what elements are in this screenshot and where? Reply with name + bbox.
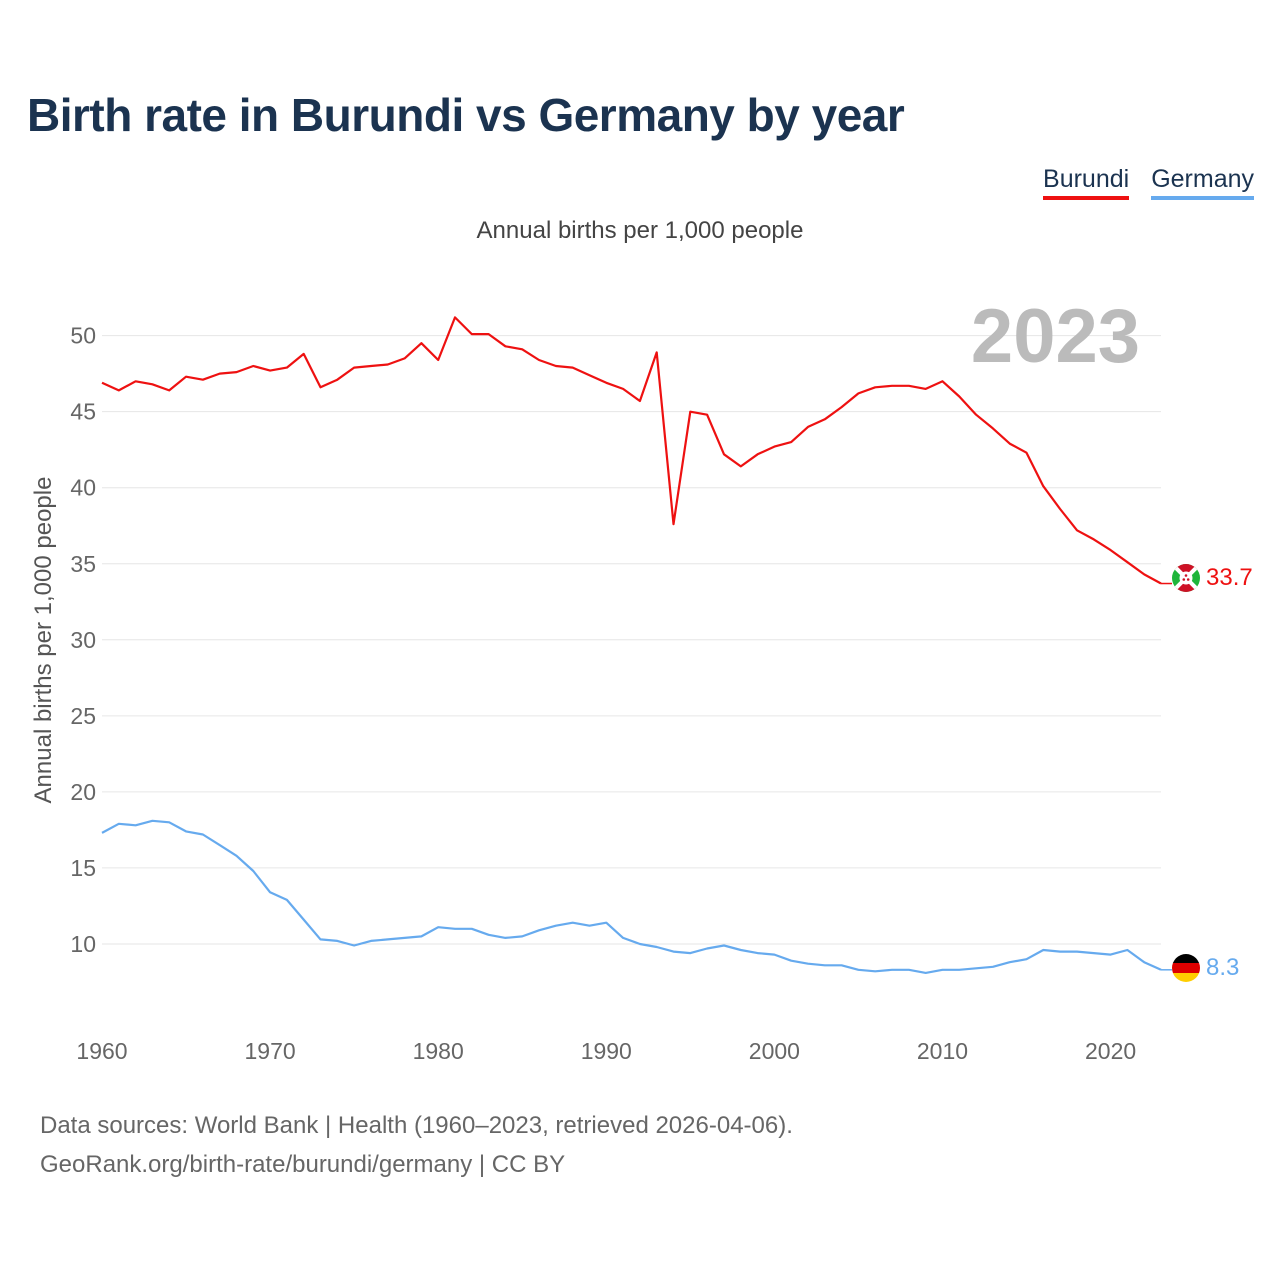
x-axis-ticks: 1960 1970 1980 1990 2000 2010 2020	[76, 1038, 1136, 1064]
x-tick-label-1960: 1960	[76, 1038, 127, 1064]
year-label: 2023	[971, 294, 1140, 379]
source-line-1: Data sources: World Bank | Health (1960–…	[40, 1112, 793, 1139]
burundi-flag-icon	[1172, 564, 1200, 592]
source-note: Data sources: World Bank | Health (1960–…	[40, 1106, 793, 1184]
y-tick-label-20: 20	[70, 779, 96, 805]
series-line-burundi	[101, 316, 1162, 585]
source-line-2: GeoRank.org/birth-rate/burundi/germany |…	[40, 1151, 566, 1178]
gridlines	[102, 335, 1161, 945]
series-line-germany	[101, 819, 1162, 975]
x-tick-label-2010: 2010	[917, 1038, 968, 1064]
line-chart: 10 15 20 25 30 35 40 45 50 1960 1970 1980 1990 2000 2…	[30, 294, 1253, 1064]
germany-flag-icon	[1172, 954, 1200, 982]
x-tick-label-2020: 2020	[1085, 1038, 1136, 1064]
y-axis-ticks: 10 15 20 25 30 35 40 45 50	[70, 323, 96, 957]
chart-subtitle: Annual births per 1,000 people	[476, 217, 804, 244]
y-tick-label-15: 15	[70, 855, 96, 881]
germany-end-value: 8.3	[1206, 954, 1239, 981]
y-tick-label-35: 35	[70, 551, 96, 577]
x-tick-label-1970: 1970	[245, 1038, 296, 1064]
legend-item-germany[interactable]: Germany	[1151, 165, 1254, 200]
legend-item-burundi[interactable]: Burundi	[1043, 165, 1130, 200]
legend: Burundi Germany	[1043, 165, 1254, 200]
y-tick-label-40: 40	[70, 475, 96, 501]
y-tick-label-10: 10	[70, 931, 96, 957]
y-axis-label: Annual births per 1,000 people	[30, 477, 57, 804]
y-tick-label-30: 30	[70, 627, 96, 653]
chart-title: Birth rate in Burundi vs Germany by year	[27, 89, 905, 141]
x-tick-label-2000: 2000	[749, 1038, 800, 1064]
y-tick-label-25: 25	[70, 703, 96, 729]
y-tick-label-50: 50	[70, 323, 96, 349]
burundi-end-value: 33.7	[1206, 564, 1253, 591]
x-tick-label-1990: 1990	[581, 1038, 632, 1064]
x-tick-label-1980: 1980	[413, 1038, 464, 1064]
y-tick-label-45: 45	[70, 399, 96, 425]
series-lines	[101, 316, 1172, 975]
